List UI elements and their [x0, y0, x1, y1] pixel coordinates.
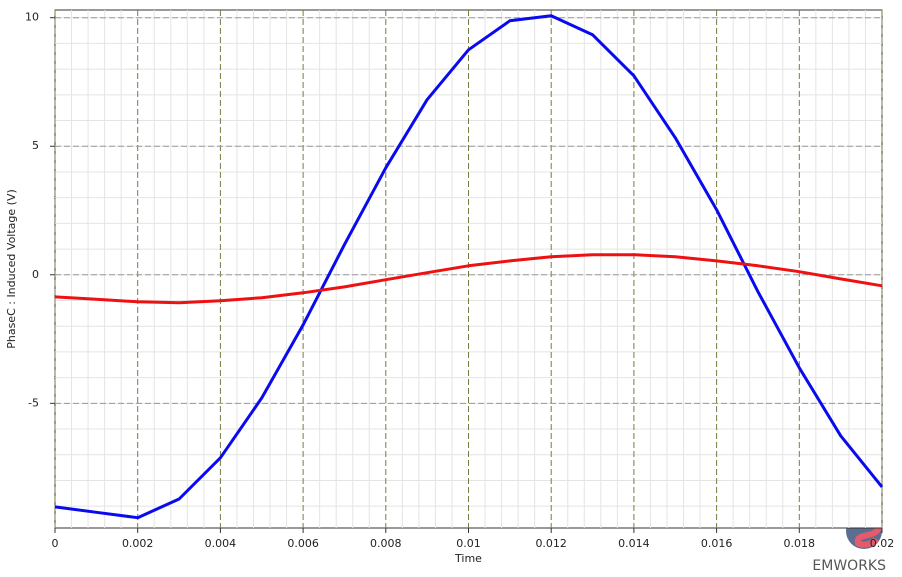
y-tick-label: 5 — [32, 139, 39, 152]
data-line — [54, 253, 883, 305]
y-tick-label: -5 — [28, 396, 39, 409]
x-tick-label: 0.004 — [205, 537, 237, 550]
logo-text: EMWORKS — [812, 558, 886, 574]
x-tick-label: 0.002 — [122, 537, 154, 550]
x-tick-label: 0.006 — [287, 537, 319, 550]
y-tick-label: 0 — [32, 268, 39, 281]
x-tick-label: 0 — [52, 537, 59, 550]
x-tick-label: 0.01 — [456, 537, 481, 550]
y-axis-label: PhaseC : Induced Voltage (V) — [5, 189, 18, 349]
x-tick-label: 0.02 — [870, 537, 895, 550]
x-tick-label: 0.012 — [535, 537, 567, 550]
x-tick-label: 0.016 — [701, 537, 733, 550]
x-tick-label: 0.018 — [784, 537, 816, 550]
x-tick-label: 0.014 — [618, 537, 650, 550]
x-axis-label: Time — [454, 552, 482, 565]
y-tick-label: 10 — [25, 11, 39, 24]
x-tick-label: 0.008 — [370, 537, 402, 550]
